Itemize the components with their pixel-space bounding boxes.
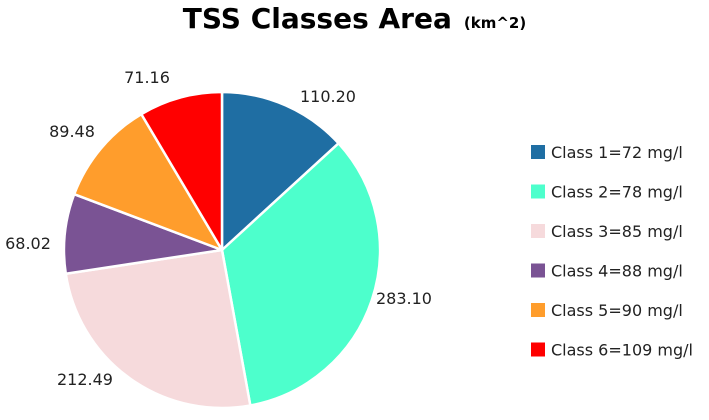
data-label-class-2: 283.10	[376, 289, 432, 308]
legend-item-class-4: Class 4=88 mg/l	[531, 262, 683, 281]
data-label-class-6: 71.16	[124, 68, 170, 87]
legend-label-class-5: Class 5=90 mg/l	[551, 301, 683, 320]
legend-label-class-6: Class 6=109 mg/l	[551, 341, 693, 360]
pie-slice-class-2	[220, 142, 382, 407]
legend-swatch-class-1	[531, 145, 545, 159]
legend-swatch-class-3	[531, 224, 545, 238]
legend-swatch-class-2	[531, 184, 545, 199]
chart-title: TSS Classes Area	[182, 2, 452, 35]
chart-title-row: TSS Classes Area (km^2)	[0, 2, 709, 35]
legend-item-class-1: Class 1=72 mg/l	[531, 143, 683, 162]
pie-slice-class-5	[72, 112, 224, 252]
data-label-class-5: 89.48	[49, 122, 95, 141]
legend-label-class-2: Class 2=78 mg/l	[551, 183, 683, 202]
legend-label-class-4: Class 4=88 mg/l	[551, 262, 683, 281]
pie-slice-class-6	[140, 90, 224, 252]
legend-swatch-class-6	[531, 342, 545, 357]
pie-slice-class-3	[64, 248, 252, 410]
data-label-class-3: 212.49	[57, 370, 113, 389]
legend-item-class-2: Class 2=78 mg/l	[531, 183, 683, 202]
data-label-class-4: 68.02	[5, 234, 51, 253]
legend-label-class-1: Class 1=72 mg/l	[551, 143, 683, 162]
legend-swatch-class-5	[531, 303, 545, 317]
legend-label-class-3: Class 3=85 mg/l	[551, 222, 683, 241]
legend-item-class-5: Class 5=90 mg/l	[531, 301, 683, 320]
legend-item-class-3: Class 3=85 mg/l	[531, 222, 683, 241]
legend-swatch-class-4	[531, 263, 545, 278]
legend-item-class-6: Class 6=109 mg/l	[531, 341, 693, 360]
data-label-class-1: 110.20	[300, 87, 356, 106]
pie-slice-class-1	[220, 90, 340, 252]
chart-subtitle: (km^2)	[463, 14, 527, 32]
